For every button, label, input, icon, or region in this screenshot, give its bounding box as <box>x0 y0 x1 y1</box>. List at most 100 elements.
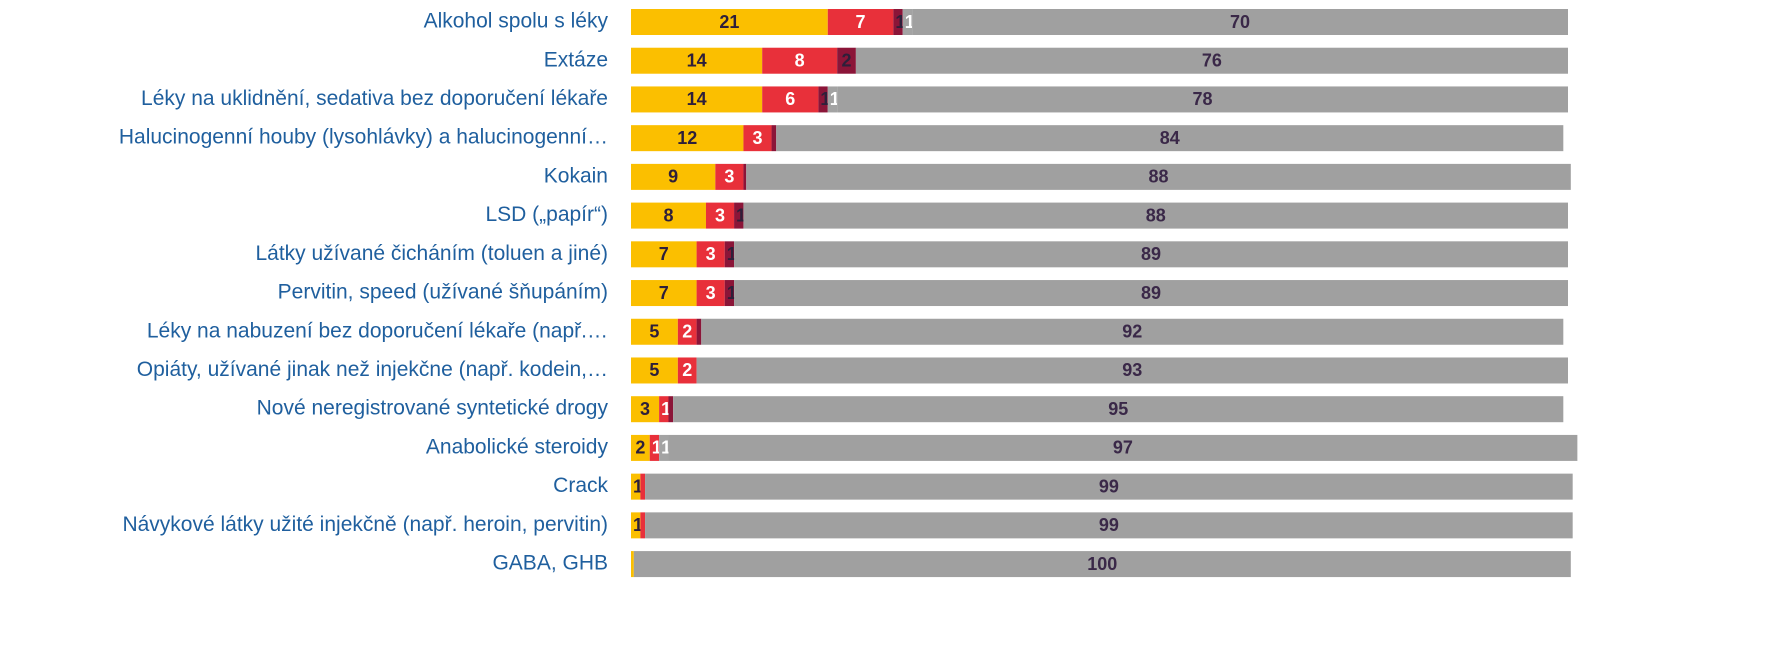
bar-segment <box>631 434 650 461</box>
data-label: 1 <box>727 244 737 264</box>
data-label: 1 <box>633 515 643 535</box>
bar-segment <box>645 473 1573 500</box>
data-label: 21 <box>719 12 739 32</box>
data-label: 3 <box>715 205 725 225</box>
bar-segment <box>705 202 735 229</box>
bar-segment <box>631 47 763 74</box>
data-label: 3 <box>640 399 650 419</box>
bar-segment <box>633 551 1571 578</box>
category-label: Látky užívané čicháním (toluen a jiné) <box>255 242 608 265</box>
data-label: 3 <box>752 128 762 148</box>
data-label: 5 <box>649 322 659 342</box>
bar-segment <box>631 9 828 35</box>
data-label: 88 <box>1146 205 1166 225</box>
data-label: 99 <box>1099 476 1119 496</box>
category-label: Pervitin, speed (užívané šňupáním) <box>278 281 608 304</box>
category-label: Alkohol spolu s léky <box>424 10 609 33</box>
data-label: 95 <box>1108 399 1128 419</box>
bar-segment <box>724 280 735 307</box>
data-label: 92 <box>1122 322 1142 342</box>
category-label: Návykové látky užité injekčně (např. her… <box>122 513 608 536</box>
bar-segment <box>724 241 735 268</box>
data-label: 3 <box>706 244 716 264</box>
bar-segment <box>696 241 725 268</box>
bar-segment <box>631 241 697 268</box>
data-label: 88 <box>1149 167 1169 187</box>
data-label: 9 <box>668 167 678 187</box>
bar-segment <box>631 473 641 500</box>
data-label: 89 <box>1141 283 1161 303</box>
data-label: 2 <box>842 50 852 70</box>
data-label: 3 <box>724 167 734 187</box>
bar-segment <box>631 125 744 152</box>
data-label: 1 <box>661 399 671 419</box>
data-label: 1 <box>905 12 915 32</box>
data-label: 1 <box>661 438 671 458</box>
data-label: 84 <box>1160 128 1180 148</box>
bar-segment <box>673 396 1564 423</box>
bar-segment <box>837 86 1568 113</box>
bar-segment <box>743 163 747 190</box>
data-label: 70 <box>1230 12 1250 32</box>
bar-segment <box>631 86 763 113</box>
bar-segment <box>696 357 1568 384</box>
bar-segment <box>837 47 856 74</box>
data-label: 1 <box>830 89 840 109</box>
bar-segment <box>631 512 641 539</box>
data-label: 1 <box>736 205 746 225</box>
category-label: Extáze <box>544 48 608 71</box>
data-label: 7 <box>659 244 669 264</box>
bar-segment <box>696 318 702 345</box>
bar-segment <box>818 86 828 113</box>
data-label: 8 <box>663 205 673 225</box>
bar-segment <box>631 396 660 423</box>
bar-segment <box>743 202 1568 229</box>
bar-segment <box>677 357 697 384</box>
data-label: 76 <box>1202 50 1222 70</box>
data-label: 1 <box>652 438 662 458</box>
bar-segment <box>631 163 716 190</box>
data-label: 14 <box>687 50 707 70</box>
bar-segment <box>645 512 1573 539</box>
bar-segment <box>659 396 669 423</box>
category-label: Anabolické steroidy <box>426 435 609 458</box>
data-label: 93 <box>1122 360 1142 380</box>
bar-segment <box>668 396 674 423</box>
data-label: 100 <box>1087 554 1117 574</box>
data-label: 7 <box>659 283 669 303</box>
bar-segment <box>696 280 725 307</box>
bar-segment <box>776 125 1564 152</box>
data-label: 97 <box>1113 438 1133 458</box>
category-label: LSD („papír“) <box>485 203 608 226</box>
category-label: Nové neregistrované syntetické drogy <box>257 397 609 420</box>
category-label: Léky na nabuzení bez doporučení lékaře (… <box>147 319 608 342</box>
category-label: Opiáty, užívané jinak než injekčne (např… <box>137 358 608 381</box>
data-label: 89 <box>1141 244 1161 264</box>
data-label: 8 <box>795 50 805 70</box>
bar-segment <box>631 280 697 307</box>
bar-segment <box>701 318 1564 345</box>
bar-segment <box>649 434 660 461</box>
data-label: 1 <box>727 283 737 303</box>
data-label: 1 <box>633 476 643 496</box>
data-label: 12 <box>677 128 697 148</box>
data-label: 78 <box>1193 89 1213 109</box>
data-label: 14 <box>687 89 707 109</box>
data-label: 6 <box>785 89 795 109</box>
bar-segment <box>893 9 903 35</box>
bar-segment <box>631 357 678 384</box>
category-label: Kokain <box>544 164 608 187</box>
bar-segment <box>659 434 669 461</box>
bar-segment <box>631 202 706 229</box>
data-label: 99 <box>1099 515 1119 535</box>
bar-segment <box>734 241 1568 268</box>
bar-segment <box>631 318 678 345</box>
bar-segment <box>640 512 646 539</box>
bar-segment <box>668 434 1578 461</box>
bar-segment <box>912 9 1568 35</box>
bar-segment <box>734 280 1568 307</box>
bar-segment <box>746 163 1571 190</box>
category-label: GABA, GHB <box>492 552 608 575</box>
bar-segment <box>715 163 744 190</box>
